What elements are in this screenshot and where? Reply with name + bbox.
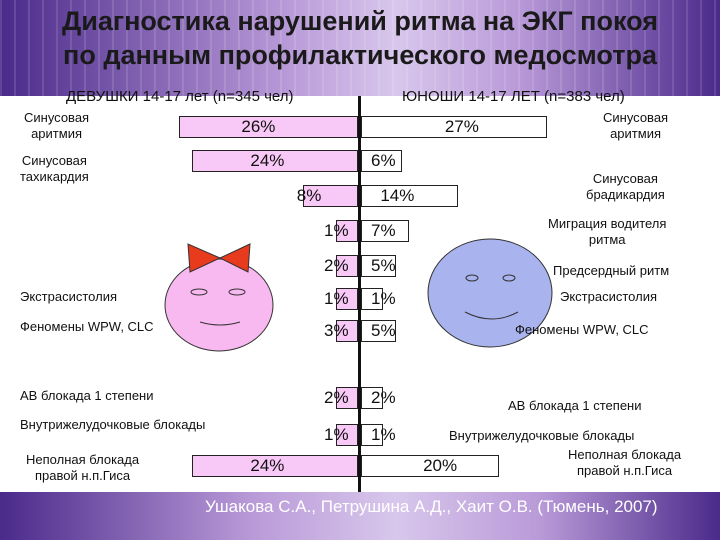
- boys-bar-8: [361, 424, 383, 446]
- right-label-av-block: АВ блокада 1 степени: [508, 398, 642, 413]
- boys-value-label-8: 1%: [371, 425, 396, 444]
- title-line-2: по данным профилактического медосмотра: [63, 40, 657, 70]
- boys-bar-9: [361, 455, 499, 477]
- girls-bar-8: [336, 424, 358, 446]
- boys-value-label-2: 14%: [380, 186, 415, 205]
- right-label-line: аритмия: [610, 126, 661, 141]
- boys-bar-2: [361, 185, 458, 207]
- right-label-extrasystole: Экстрасистолия: [560, 289, 657, 304]
- girls-value-label-7: 2%: [324, 388, 349, 407]
- girls-value-label-6: 3%: [324, 321, 349, 340]
- left-label-line: аритмия: [31, 126, 82, 141]
- right-label-wpw: Феномены WPW, CLC: [515, 322, 649, 337]
- page-title: Диагностика нарушений ритма на ЭКГ покоя…: [0, 4, 720, 72]
- left-label-iv-block: Внутрижелудочковые блокады: [20, 417, 206, 432]
- girls-value-label-0: 26%: [241, 117, 276, 136]
- right-label-line: правой н.п.Гиса: [576, 463, 673, 478]
- left-label-extrasystole: Экстрасистолия: [20, 289, 117, 304]
- right-label-line: брадикардия: [586, 187, 665, 202]
- left-label-wpw: Феномены WPW, CLC: [20, 319, 154, 334]
- boys-bar-0: [361, 116, 548, 138]
- boys-series-header: ЮНОШИ 14-17 ЛЕТ (n=383 чел): [402, 88, 625, 105]
- left-label-line: тахикардия: [20, 169, 89, 184]
- boys-value-label-3: 7%: [371, 221, 396, 240]
- left-label-line: Синусовая: [24, 110, 90, 125]
- girls-bar-0: [178, 116, 358, 138]
- right-label-line: Синусовая: [592, 171, 658, 186]
- left-label-line: правой н.п.Гиса: [34, 468, 131, 483]
- boys-value-label-5: 1%: [371, 289, 396, 308]
- left-label-line: Синусовая: [21, 153, 87, 168]
- boys-bar-7: [361, 387, 383, 409]
- right-label-sinus-bradycardia: Синусовая брадикардия: [586, 171, 665, 203]
- girl-face-icon: [164, 243, 274, 352]
- boys-value-label-4: 5%: [371, 256, 396, 275]
- left-label-line: Неполная блокада: [26, 452, 140, 467]
- girls-bar-1: [192, 150, 358, 172]
- girls-value-label-4: 2%: [324, 256, 349, 275]
- right-label-line: Неполная блокада: [568, 447, 682, 462]
- boys-bar-3: [361, 220, 410, 242]
- boys-value-label-9: 20%: [423, 456, 458, 475]
- right-label-line: ритма: [588, 232, 626, 247]
- boys-value-label-1: 6%: [371, 151, 396, 170]
- right-label-pacemaker-migration: Миграция водителя ритма: [548, 216, 666, 248]
- girls-value-label-3: 1%: [324, 221, 349, 240]
- boy-face-icon: [427, 238, 553, 348]
- boys-bar-5: [361, 288, 383, 310]
- right-label-rbbb: Неполная блокада правой н.п.Гиса: [568, 447, 681, 479]
- girls-value-label-5: 1%: [324, 289, 349, 308]
- right-label-sinus-arrhythmia: Синусовая аритмия: [603, 110, 668, 142]
- girls-bar-3: [336, 220, 358, 242]
- girls-value-label-2: 8%: [296, 186, 322, 205]
- girls-bar-6: [336, 320, 358, 342]
- header-band: [0, 0, 720, 96]
- left-label-rbbb: Неполная блокада правой н.п.Гиса: [26, 452, 139, 484]
- title-line-1: Диагностика нарушений ритма на ЭКГ покоя: [61, 6, 659, 36]
- left-label-sinus-tachycardia: Синусовая тахикардия: [20, 153, 89, 185]
- boys-value-label-6: 5%: [371, 321, 396, 340]
- girls-bar-2: [302, 185, 358, 207]
- center-axis: [358, 96, 361, 516]
- girls-bar-5: [336, 288, 358, 310]
- right-label-line: Миграция водителя: [548, 216, 667, 231]
- right-label-atrial-rhythm: Предсердный ритм: [553, 263, 670, 278]
- girls-bar-4: [336, 255, 358, 277]
- boys-bar-4: [361, 255, 396, 277]
- girls-bar-7: [336, 387, 358, 409]
- left-label-av-block: АВ блокада 1 степени: [20, 388, 154, 403]
- boys-value-label-0: 27%: [444, 117, 479, 136]
- footer-band: [0, 492, 720, 540]
- girls-value-label-8: 1%: [324, 425, 349, 444]
- girls-value-label-9: 24%: [250, 456, 285, 475]
- girls-series-header: ДЕВУШКИ 14-17 лет (n=345 чел): [66, 88, 294, 105]
- left-label-sinus-arrhythmia: Синусовая аритмия: [24, 110, 89, 142]
- right-label-line: Синусовая: [603, 110, 669, 125]
- girls-value-label-1: 24%: [250, 151, 285, 170]
- boys-bar-6: [361, 320, 396, 342]
- footer-citation: Ушакова С.А., Петрушина А.Д., Хаит О.В. …: [205, 497, 658, 516]
- girls-bar-9: [192, 455, 358, 477]
- right-label-iv-block: Внутрижелудочковые блокады: [449, 428, 635, 443]
- boys-value-label-7: 2%: [371, 388, 396, 407]
- boys-bar-1: [361, 150, 403, 172]
